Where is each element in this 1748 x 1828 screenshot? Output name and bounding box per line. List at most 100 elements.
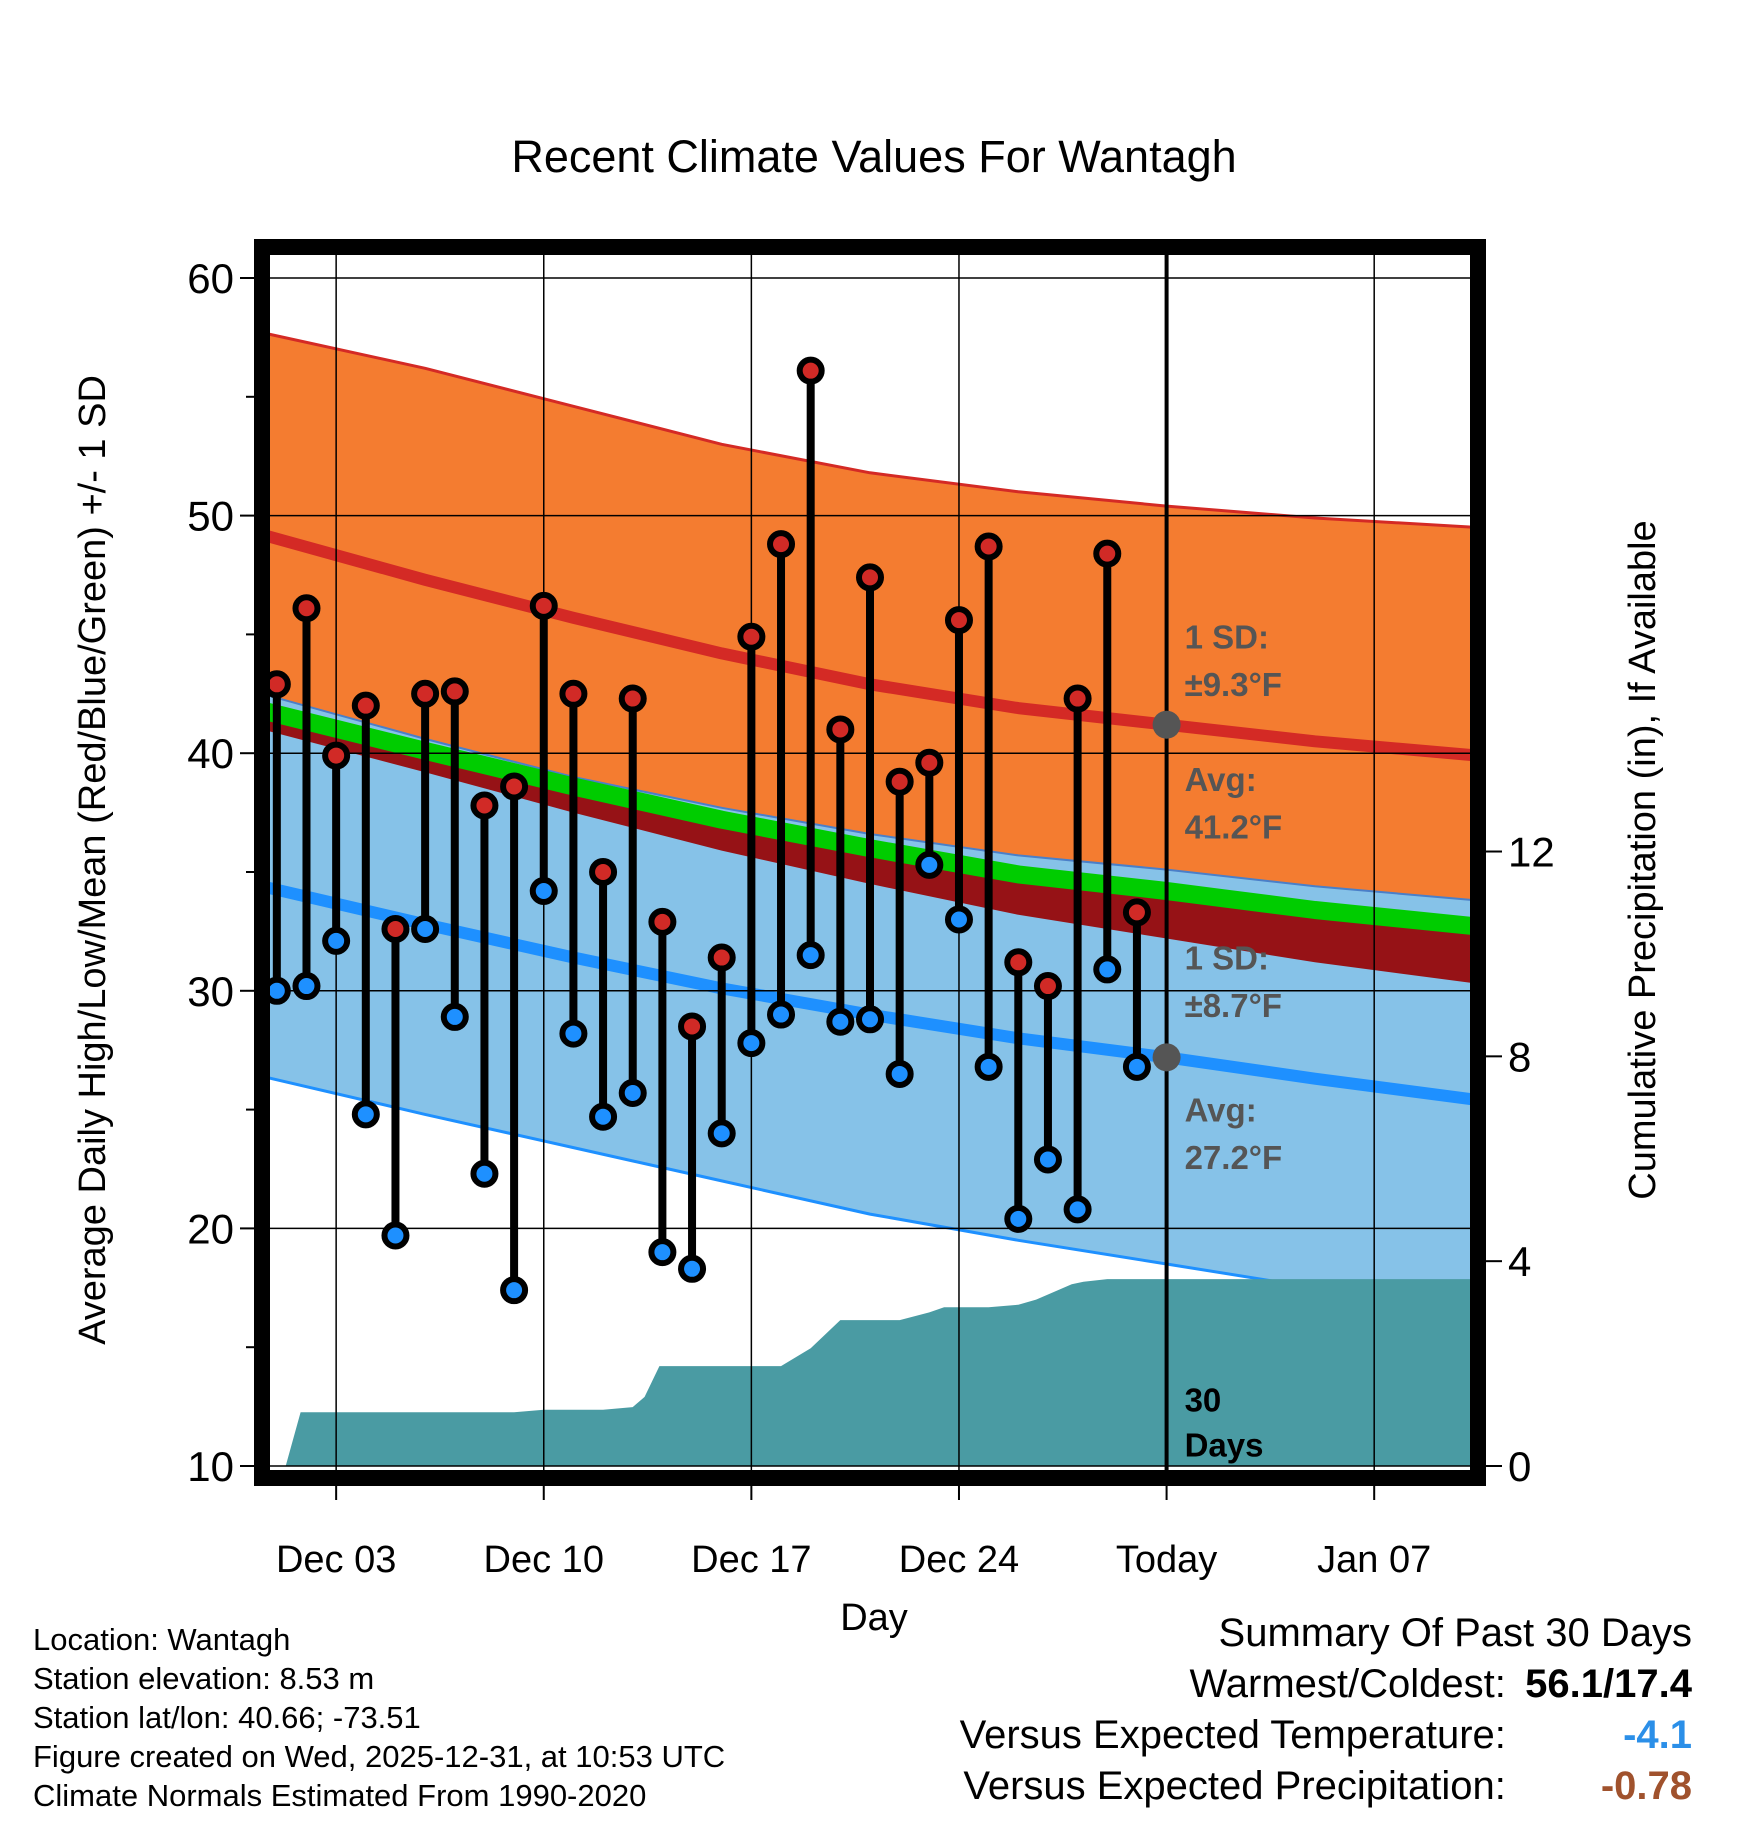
obs-high-marker [381,915,410,944]
low-sd-value: ±8.7°F [1185,987,1282,1024]
obs-high-marker [944,606,973,635]
obs-low-marker [1033,1145,1062,1174]
obs-high-marker [618,684,647,713]
x-tick-label: Dec 17 [691,1539,811,1581]
chart-title: Recent Climate Values For Wantagh [511,131,1236,182]
obs-low-marker [1063,1195,1092,1224]
obs-high-marker [796,356,825,385]
y-left-tick-label: 60 [187,255,234,302]
obs-low-marker [1122,1052,1151,1081]
precipitation-area [270,1279,1478,1466]
obs-low-marker [826,1007,855,1036]
summary-warmest-row: Warmest/Coldest: 56.1/17.4 [960,1659,1693,1710]
x-axis-label: Day [840,1597,908,1639]
y-left-tick-label: 20 [187,1205,234,1252]
mean-sd-band [262,710,1478,984]
obs-high-marker [351,691,380,720]
obs-low-marker [500,1276,529,1305]
precip-label: Versus Expected Precipitation: [963,1764,1506,1808]
obs-low-marker [707,1119,736,1148]
y-left-tick-label: 50 [187,493,234,540]
plot-frame [254,239,1486,1486]
obs-high-marker [589,858,618,886]
obs-high-marker [529,591,558,620]
obs-high-marker [678,1012,707,1041]
obs-low-marker [470,1159,499,1188]
y-right-tick-label: 12 [1508,829,1555,876]
high-avg-value: 41.2°F [1185,809,1283,846]
high-upper-line [261,331,1479,529]
obs-low-marker [381,1221,410,1250]
high-avg-label: Avg: [1185,761,1257,798]
x-tick-label: Dec 24 [899,1539,1019,1581]
obs-high-marker [974,532,1003,561]
y-left-tick-label: 30 [187,968,234,1015]
normals-text: Climate Normals Estimated From 1990-2020 [33,1778,647,1813]
summary-title: Summary Of Past 30 Days [1218,1611,1692,1655]
low-avg-value: 27.2°F [1185,1139,1283,1176]
obs-high-marker [648,907,677,936]
obs-high-marker [856,563,884,592]
obs-low-marker [322,926,351,955]
obs-low-marker [292,972,321,1001]
obs-low-marker [737,1029,766,1058]
obs-high-marker [1122,898,1151,927]
obs-low-marker [589,1102,618,1131]
obs-high-marker [885,767,914,796]
y-left-tick-label: 10 [187,1443,234,1490]
obs-high-marker [292,594,321,623]
obs-low-marker [1004,1204,1033,1233]
y-left-tick-label: 40 [187,730,234,777]
obs-low-marker [559,1019,588,1048]
obs-high-marker [767,530,796,559]
summary-temp-row: Versus Expected Temperature: -4.1 [960,1710,1692,1761]
days-text-label: Days [1185,1426,1264,1463]
obs-high-marker [440,677,469,706]
created-text: Figure created on Wed, 2025-12-31, at 10… [33,1739,726,1774]
obs-low-marker [974,1052,1003,1081]
x-tick-label: Dec 03 [276,1539,396,1581]
obs-high-marker [1093,539,1122,568]
x-tick-label: Dec 10 [484,1539,604,1581]
obs-high-marker [470,791,499,820]
obs-high-marker [707,943,736,972]
x-tick-label: Jan 07 [1317,1539,1431,1581]
station-info: Location: Wantagh Station elevation: 8.5… [33,1620,725,1815]
obs-low-marker [529,877,558,906]
obs-high-marker [322,741,351,770]
obs-high-marker [1004,948,1033,977]
obs-low-marker [856,1005,884,1034]
summary-precip-row: Versus Expected Precipitation: -0.78 [960,1761,1692,1812]
warmest-label: Warmest/Coldest: [1189,1662,1506,1706]
obs-high-marker [500,772,529,801]
y-right-tick-label: 4 [1508,1238,1531,1285]
y-right-tick-label: 0 [1508,1443,1531,1490]
x-tick-label: Today [1116,1539,1217,1581]
precip-value: -0.78 [1600,1764,1692,1808]
location-text: Location: Wantagh [33,1622,291,1657]
obs-high-marker [411,679,440,708]
latlon-text: Station lat/lon: 40.66; -73.51 [33,1700,421,1735]
obs-low-marker [885,1059,914,1088]
y-axis-right-label: Cumulative Precipitation (in), If Availa… [1622,520,1664,1199]
high-avg-marker [1152,710,1181,739]
low-avg-label: Avg: [1185,1091,1257,1128]
elevation-text: Station elevation: 8.53 m [33,1661,375,1696]
obs-high-marker [559,679,588,708]
obs-low-marker [648,1238,677,1267]
obs-low-marker [678,1254,707,1283]
obs-low-marker [618,1078,647,1107]
y-right-tick-label: 8 [1508,1033,1531,1080]
summary-panel: Summary Of Past 30 Days Warmest/Coldest:… [960,1608,1692,1812]
high-sd-value: ±9.3°F [1185,666,1282,703]
obs-high-marker [1033,972,1062,1001]
obs-low-marker [440,1002,469,1031]
obs-low-marker [411,915,440,944]
low-avg-marker [1152,1043,1181,1072]
obs-low-marker [767,1000,796,1029]
warmest-value: 56.1/17.4 [1525,1662,1692,1706]
temp-value: -4.1 [1623,1713,1692,1757]
obs-high-marker [826,715,855,744]
obs-high-marker [737,622,766,651]
